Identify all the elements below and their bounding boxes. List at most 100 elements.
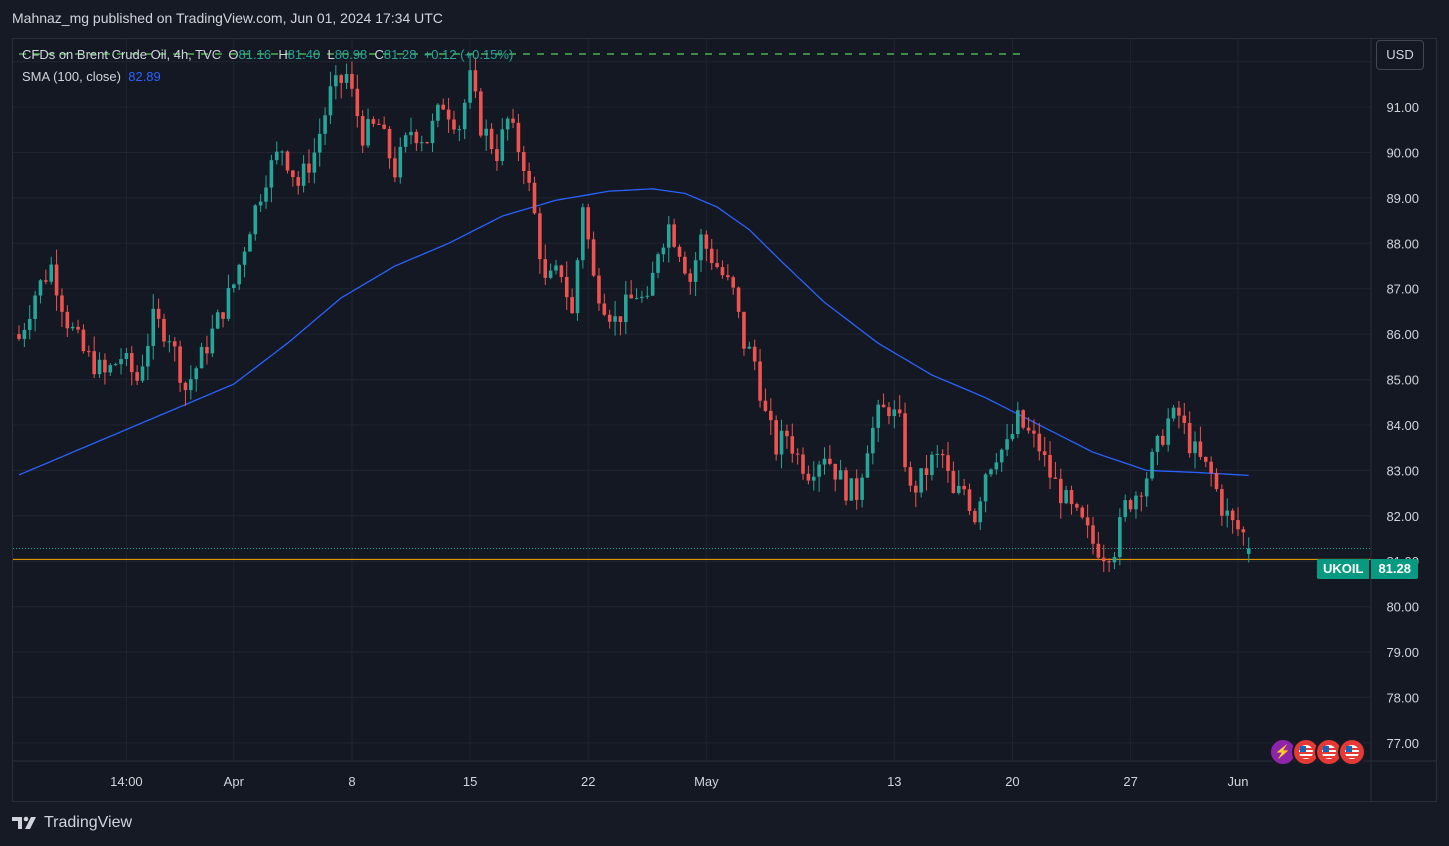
candle bbox=[720, 260, 725, 279]
candle-body bbox=[334, 75, 338, 87]
candle-body bbox=[258, 201, 263, 206]
candle-body bbox=[1026, 427, 1031, 431]
economic-events[interactable]: ⚡ bbox=[1269, 738, 1366, 766]
candle-body bbox=[344, 73, 349, 83]
candle-body bbox=[312, 152, 317, 173]
candle bbox=[199, 342, 204, 369]
candle-body bbox=[704, 234, 709, 249]
candle bbox=[634, 288, 639, 300]
candle-body bbox=[1144, 478, 1149, 497]
candle-body bbox=[1091, 525, 1095, 544]
candle bbox=[962, 478, 966, 496]
candle-body bbox=[33, 295, 37, 319]
candle-body bbox=[1182, 415, 1187, 423]
candle bbox=[328, 71, 333, 124]
price-chart[interactable]: 92.0091.0090.0089.0088.0087.0086.0085.00… bbox=[13, 39, 1436, 801]
candle bbox=[758, 348, 762, 408]
price-tick-label: 77.00 bbox=[1386, 736, 1419, 751]
candle-body bbox=[838, 470, 843, 480]
candle bbox=[124, 347, 129, 367]
candle-body bbox=[967, 489, 972, 511]
candle-body bbox=[726, 275, 730, 278]
candle bbox=[81, 324, 86, 354]
candle bbox=[1112, 552, 1117, 570]
candle-body bbox=[1198, 441, 1203, 457]
candle-body bbox=[849, 478, 854, 501]
candle bbox=[484, 119, 488, 151]
candle bbox=[892, 400, 897, 429]
candle-body bbox=[774, 420, 778, 455]
candle-body bbox=[887, 407, 891, 417]
candle-body bbox=[1064, 490, 1068, 504]
price-axis[interactable]: 92.0091.0090.0089.0088.0087.0086.0085.00… bbox=[1386, 55, 1419, 751]
candle bbox=[769, 398, 773, 435]
candle bbox=[430, 113, 435, 152]
candle bbox=[785, 424, 789, 449]
candle bbox=[1214, 468, 1219, 492]
us-flag-icon[interactable] bbox=[1338, 738, 1366, 766]
candle bbox=[511, 108, 515, 129]
candle bbox=[554, 259, 558, 275]
candle bbox=[924, 455, 929, 491]
candle-body bbox=[1161, 435, 1165, 445]
candle bbox=[1042, 436, 1047, 467]
candle-body bbox=[940, 453, 945, 456]
candle bbox=[693, 252, 698, 297]
time-axis[interactable]: 14:00 Apr 8 15 22 May 13 20 27 Jun bbox=[110, 774, 1248, 789]
candle-body bbox=[97, 359, 102, 375]
candle bbox=[699, 228, 703, 272]
candle-body bbox=[156, 308, 161, 319]
candle bbox=[838, 459, 843, 480]
candle bbox=[591, 231, 596, 278]
candle bbox=[76, 319, 80, 334]
candle bbox=[532, 176, 537, 215]
candle-body bbox=[747, 346, 752, 349]
candle bbox=[387, 126, 392, 169]
candle-body bbox=[575, 260, 580, 314]
candle bbox=[946, 441, 950, 483]
candle bbox=[989, 468, 993, 477]
candle bbox=[1053, 461, 1058, 479]
candle bbox=[232, 283, 236, 293]
candle-body bbox=[366, 119, 370, 146]
time-tick-label: 20 bbox=[1005, 774, 1019, 789]
candle-body bbox=[897, 409, 902, 414]
us-flag-icon[interactable] bbox=[1315, 738, 1343, 766]
time-tick-label: 13 bbox=[887, 774, 901, 789]
time-tick-label: Apr bbox=[224, 774, 245, 789]
candle-body bbox=[752, 346, 757, 362]
candle-body bbox=[597, 275, 601, 304]
candle bbox=[1123, 494, 1128, 522]
candle-body bbox=[688, 273, 693, 282]
candle-body bbox=[162, 318, 166, 342]
candle bbox=[543, 244, 548, 286]
price-tick-label: 78.00 bbox=[1386, 690, 1419, 705]
candle-body bbox=[865, 453, 870, 478]
candle bbox=[301, 155, 306, 193]
candle-body bbox=[113, 364, 118, 366]
candle bbox=[1209, 456, 1213, 487]
candle bbox=[742, 311, 746, 356]
candle-body bbox=[44, 280, 48, 282]
candle bbox=[167, 335, 172, 353]
candle bbox=[978, 497, 983, 530]
chart-pane[interactable]: 92.0091.0090.0089.0088.0087.0086.0085.00… bbox=[12, 38, 1437, 802]
candle-body bbox=[790, 436, 795, 454]
currency-button[interactable]: USD bbox=[1376, 40, 1424, 70]
candle-body bbox=[935, 453, 940, 455]
candle-body bbox=[1209, 461, 1213, 473]
candle bbox=[194, 366, 199, 392]
candle-body bbox=[1203, 456, 1208, 462]
candle-body bbox=[913, 485, 918, 493]
candle-body bbox=[495, 149, 499, 162]
candle-body bbox=[624, 294, 628, 323]
candle-body bbox=[328, 86, 333, 116]
candle bbox=[865, 445, 870, 479]
candle-body bbox=[108, 365, 113, 373]
time-tick-label: 22 bbox=[581, 774, 595, 789]
candle-body bbox=[1177, 407, 1181, 416]
candle bbox=[1203, 456, 1208, 468]
candle-body bbox=[393, 158, 397, 178]
candle bbox=[1144, 472, 1149, 507]
footer-brand[interactable]: TradingView bbox=[12, 814, 132, 832]
